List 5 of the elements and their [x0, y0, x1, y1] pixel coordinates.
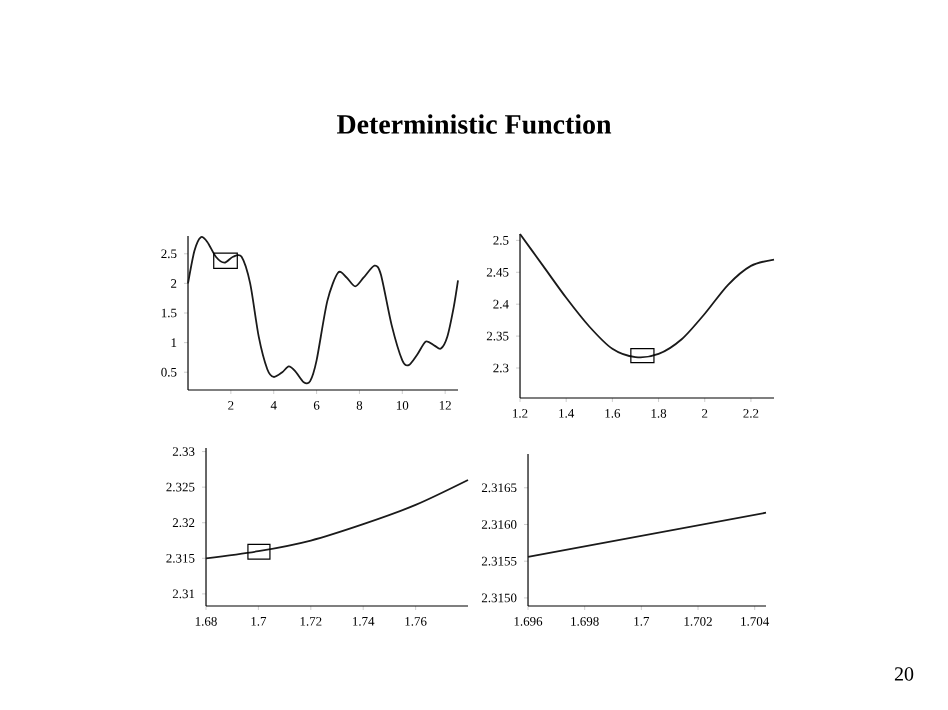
chart-title: Deterministic Function [337, 114, 612, 134]
line-series [187, 236, 459, 385]
line-series [205, 479, 469, 560]
text: 20 [894, 667, 914, 681]
line-series [519, 233, 775, 359]
